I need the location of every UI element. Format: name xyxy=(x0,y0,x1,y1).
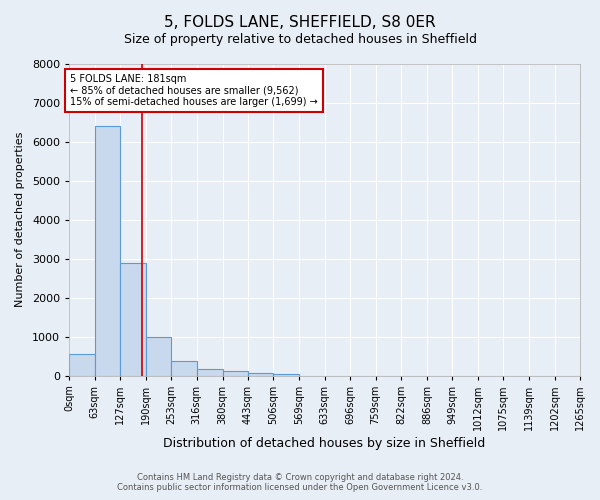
Y-axis label: Number of detached properties: Number of detached properties xyxy=(15,132,25,308)
Bar xyxy=(274,374,299,376)
Text: Size of property relative to detached houses in Sheffield: Size of property relative to detached ho… xyxy=(124,32,476,46)
Text: 5 FOLDS LANE: 181sqm
← 85% of detached houses are smaller (9,562)
15% of semi-de: 5 FOLDS LANE: 181sqm ← 85% of detached h… xyxy=(70,74,317,107)
Bar xyxy=(146,336,171,376)
Bar xyxy=(171,360,197,376)
Text: Contains HM Land Registry data © Crown copyright and database right 2024.
Contai: Contains HM Land Registry data © Crown c… xyxy=(118,473,482,492)
Bar xyxy=(69,354,95,376)
Bar xyxy=(95,126,121,376)
Bar xyxy=(223,371,248,376)
Bar xyxy=(121,262,146,376)
Bar xyxy=(197,369,223,376)
Bar xyxy=(248,372,274,376)
Text: 5, FOLDS LANE, SHEFFIELD, S8 0ER: 5, FOLDS LANE, SHEFFIELD, S8 0ER xyxy=(164,15,436,30)
X-axis label: Distribution of detached houses by size in Sheffield: Distribution of detached houses by size … xyxy=(163,437,485,450)
